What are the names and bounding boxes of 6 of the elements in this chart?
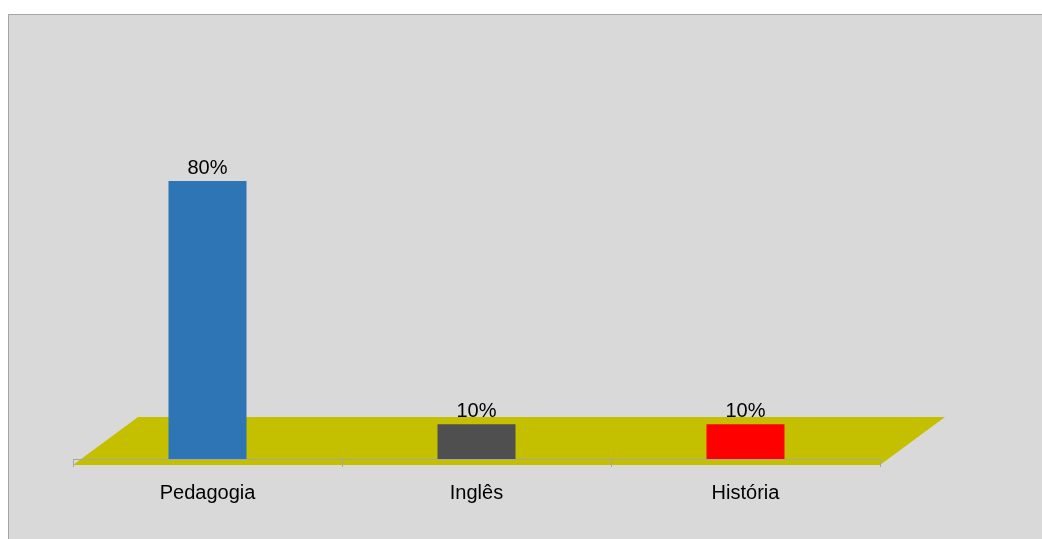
x-tick-label: História xyxy=(711,480,781,503)
data-label: 10% xyxy=(456,398,497,421)
data-label: 80% xyxy=(187,155,228,178)
data-label: 10% xyxy=(725,398,766,421)
x-tick-label: Inglês xyxy=(449,480,504,503)
x-tick-label: Pedagogia xyxy=(159,480,257,503)
